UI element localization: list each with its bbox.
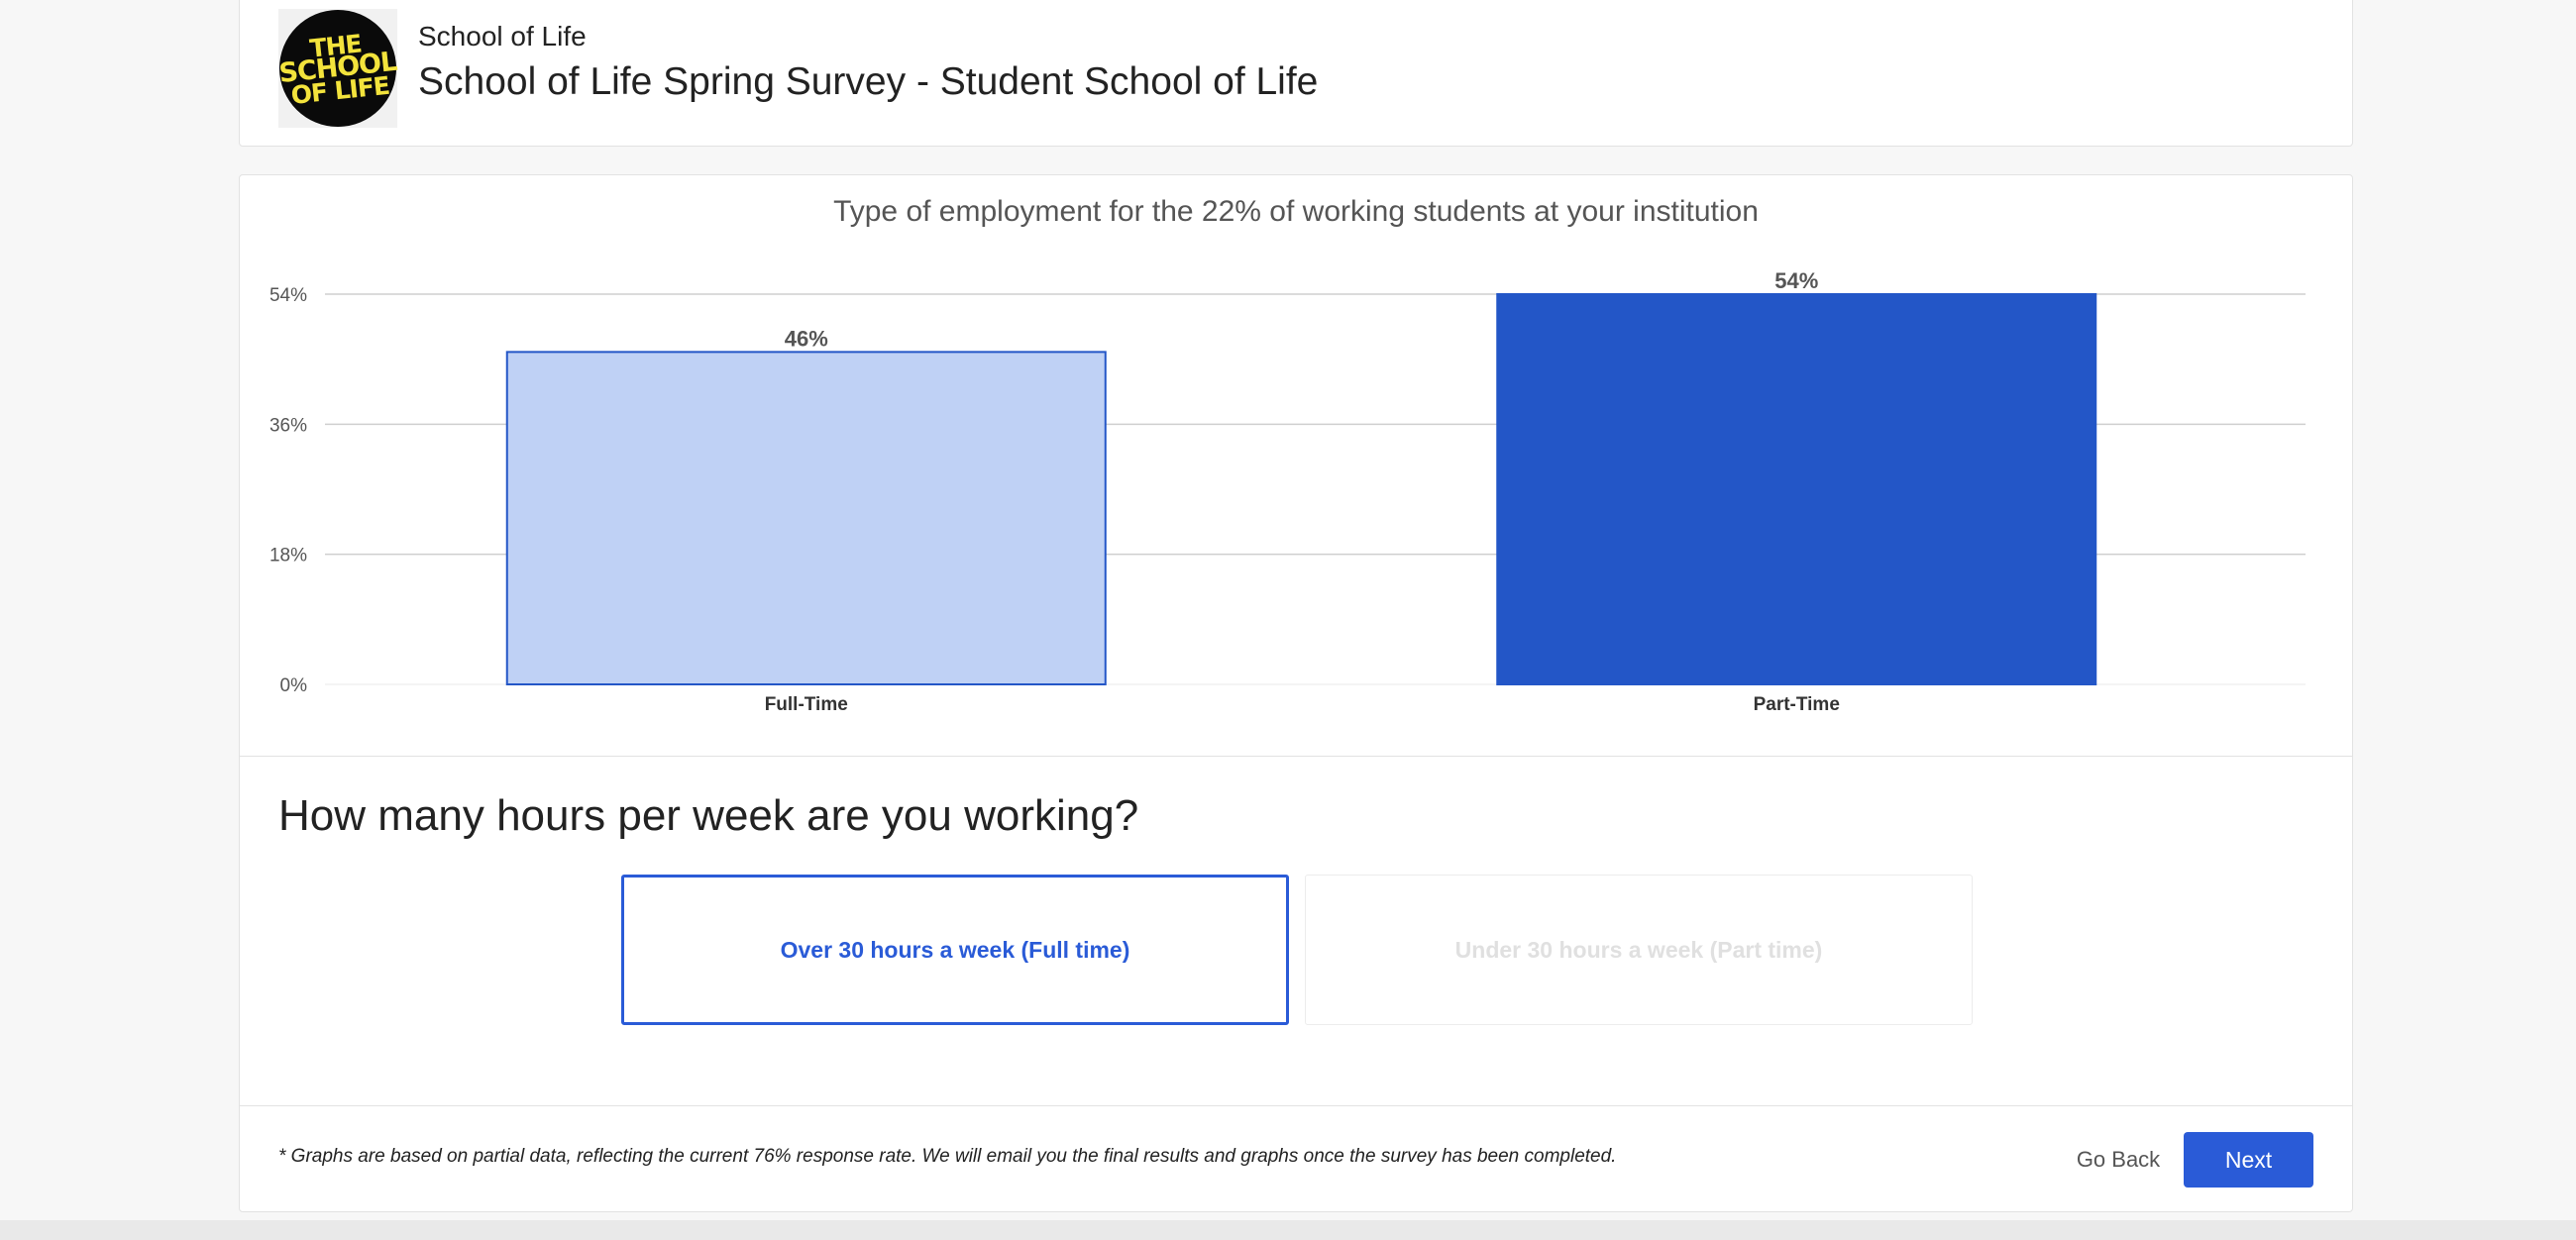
logo-badge: THE SCHOOL OF LIFE <box>273 4 402 133</box>
survey-title: School of Life Spring Survey - Student S… <box>418 60 1319 103</box>
survey-question-card: Type of employment for the 22% of workin… <box>239 174 2353 1212</box>
bar-value-label: 46% <box>785 326 828 351</box>
logo-line-3: OF LIFE <box>289 70 391 110</box>
bar-full-time <box>505 351 1107 686</box>
window-bottom-bar <box>0 1220 2576 1240</box>
question-text: How many hours per week are you working? <box>278 791 1139 840</box>
partial-data-footnote: * Graphs are based on partial data, refl… <box>278 1146 1617 1167</box>
organization-name: School of Life <box>418 21 587 52</box>
survey-header: THE SCHOOL OF LIFE School of Life School… <box>239 0 2353 147</box>
go-back-button[interactable]: Go Back <box>2076 1147 2161 1172</box>
chart-title: Type of employment for the 22% of workin… <box>833 195 1759 228</box>
option-part-time-label: Under 30 hours a week (Part time) <box>1454 936 1823 963</box>
option-part-time[interactable]: Under 30 hours a week (Part time) <box>1305 875 1973 1025</box>
bar-part-time <box>1496 293 2097 685</box>
x-category-label: Full-Time <box>765 694 848 715</box>
x-category-label: Part-Time <box>1754 694 1840 715</box>
bar-value-label: 54% <box>1774 268 1818 293</box>
y-tick-label: 18% <box>269 546 307 567</box>
y-tick-label: 36% <box>269 415 307 436</box>
employment-bar-chart: 0% 18% 36% 54% 46% Full-Time 54% Part-Time <box>269 268 2306 715</box>
y-tick-label: 54% <box>269 285 307 306</box>
chart-divider <box>240 756 2352 757</box>
next-button[interactable]: Next <box>2184 1132 2313 1188</box>
y-tick-label: 0% <box>280 675 308 696</box>
option-full-time[interactable]: Over 30 hours a week (Full time) <box>621 875 1289 1025</box>
school-logo: THE SCHOOL OF LIFE <box>273 4 402 133</box>
footer-divider <box>240 1105 2352 1106</box>
option-full-time-label: Over 30 hours a week (Full time) <box>780 936 1130 963</box>
